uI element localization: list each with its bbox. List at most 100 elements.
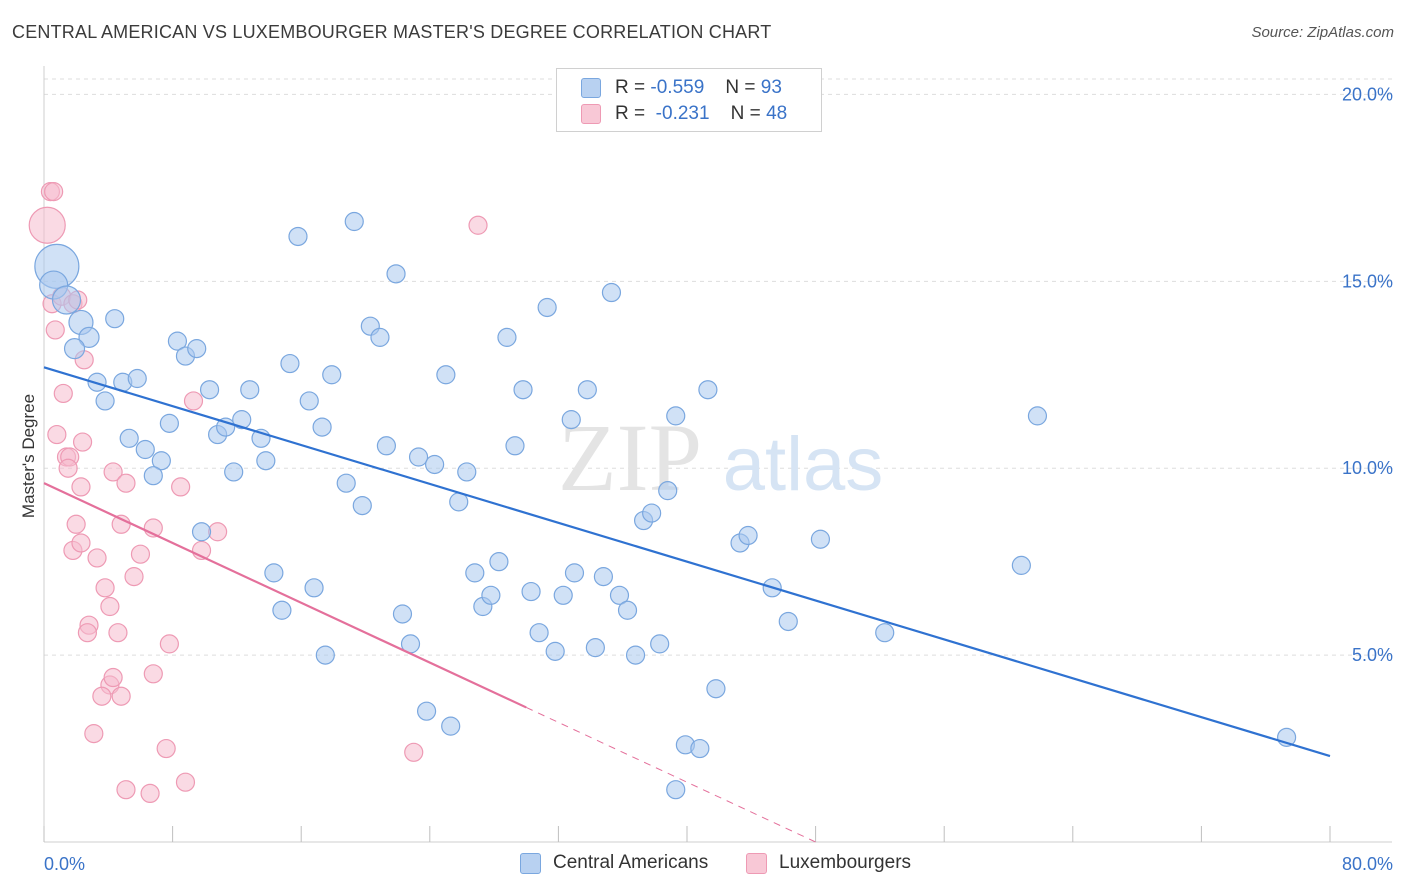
luxembourger-point-6[interactable] xyxy=(45,320,65,340)
central-american-point-10[interactable] xyxy=(95,391,115,411)
luxembourger-point-33[interactable] xyxy=(108,623,128,643)
central-american-point-35[interactable] xyxy=(322,365,342,385)
luxembourger-point-28[interactable] xyxy=(124,567,144,587)
central-american-point-55[interactable] xyxy=(505,436,525,456)
central-american-point-11[interactable] xyxy=(119,428,139,448)
central-american-point-30[interactable] xyxy=(280,353,300,374)
central-american-point-29[interactable] xyxy=(272,600,292,620)
central-american-point-59[interactable] xyxy=(537,297,557,318)
central-american-point-47[interactable] xyxy=(436,365,456,385)
luxembourger-point-18[interactable] xyxy=(183,391,204,411)
central-american-point-63[interactable] xyxy=(564,563,585,583)
central-american-point-68[interactable] xyxy=(609,585,630,605)
central-american-point-2[interactable] xyxy=(51,285,82,315)
central-american-point-54[interactable] xyxy=(497,327,517,347)
central-american-point-15[interactable] xyxy=(159,413,179,433)
central-american-point-28[interactable] xyxy=(264,563,284,583)
central-american-point-86[interactable] xyxy=(1011,555,1031,575)
central-american-point-4[interactable] xyxy=(78,326,100,348)
central-american-point-32[interactable] xyxy=(299,391,319,411)
central-american-point-91[interactable] xyxy=(416,701,437,721)
central-american-point-40[interactable] xyxy=(370,327,390,347)
luxembourger-point-2[interactable] xyxy=(44,182,64,202)
central-american-point-61[interactable] xyxy=(553,585,573,605)
central-american-point-36[interactable] xyxy=(336,473,356,493)
central-american-point-81[interactable] xyxy=(738,525,758,546)
luxembourger-point-45[interactable] xyxy=(404,742,424,762)
central-american-point-14[interactable] xyxy=(143,466,163,486)
luxembourger-point-41[interactable] xyxy=(156,738,176,759)
luxembourger-point-32[interactable] xyxy=(77,623,98,643)
luxembourger-point-42[interactable] xyxy=(116,780,136,800)
central-american-point-52[interactable] xyxy=(481,585,501,605)
luxembourger-point-30[interactable] xyxy=(100,596,120,617)
luxembourger-point-40[interactable] xyxy=(84,724,104,744)
central-american-point-34[interactable] xyxy=(304,578,324,598)
central-american-point-83[interactable] xyxy=(778,611,798,632)
central-american-point-22[interactable] xyxy=(224,462,244,482)
central-american-point-31[interactable] xyxy=(288,226,308,247)
central-american-point-78[interactable] xyxy=(698,380,718,400)
central-american-point-33[interactable] xyxy=(312,417,332,437)
central-american-point-74[interactable] xyxy=(658,481,678,501)
luxembourger-point-37[interactable] xyxy=(103,667,123,688)
central-american-point-75[interactable] xyxy=(666,406,686,426)
central-american-point-89[interactable] xyxy=(666,780,686,800)
luxembourger-point-10[interactable] xyxy=(72,432,93,452)
central-american-point-19[interactable] xyxy=(199,380,220,400)
luxembourger-point-24[interactable] xyxy=(71,533,91,553)
central-american-point-24[interactable] xyxy=(240,380,260,400)
central-american-point-65[interactable] xyxy=(585,638,605,658)
central-american-point-49[interactable] xyxy=(457,462,477,482)
central-american-point-79[interactable] xyxy=(706,679,726,699)
central-american-point-46[interactable] xyxy=(425,454,445,475)
luxembourger-point-35[interactable] xyxy=(143,664,163,684)
luxembourger-point-9[interactable] xyxy=(47,424,67,445)
central-american-point-58[interactable] xyxy=(529,623,549,643)
central-american-point-66[interactable] xyxy=(593,567,614,587)
luxembourger-point-38[interactable] xyxy=(92,686,112,706)
luxembourger-point-25[interactable] xyxy=(87,548,107,568)
luxembourger-point-16[interactable] xyxy=(71,477,91,497)
central-american-point-50[interactable] xyxy=(465,563,485,583)
central-american-point-77[interactable] xyxy=(690,738,710,759)
central-american-point-13[interactable] xyxy=(151,451,171,471)
central-american-point-73[interactable] xyxy=(650,634,670,654)
luxembourger-point-26[interactable] xyxy=(130,544,151,564)
central-american-point-37[interactable] xyxy=(344,211,364,232)
central-american-point-38[interactable] xyxy=(352,495,372,516)
luxembourger-point-8[interactable] xyxy=(53,383,73,404)
central-american-point-27[interactable] xyxy=(191,522,212,542)
luxembourger-point-19[interactable] xyxy=(66,514,86,534)
luxembourger-point-0[interactable] xyxy=(28,206,66,244)
central-american-point-9[interactable] xyxy=(127,368,147,389)
luxembourger-point-34[interactable] xyxy=(159,634,179,654)
central-american-point-85[interactable] xyxy=(875,623,895,643)
central-american-point-12[interactable] xyxy=(135,439,155,460)
luxembourger-point-15[interactable] xyxy=(116,473,136,493)
luxembourger-point-17[interactable] xyxy=(171,477,191,497)
central-american-point-6[interactable] xyxy=(105,309,125,329)
central-american-point-53[interactable] xyxy=(489,552,509,572)
central-american-point-64[interactable] xyxy=(577,380,597,400)
central-american-point-67[interactable] xyxy=(601,282,622,303)
central-american-point-16[interactable] xyxy=(167,331,188,351)
central-american-point-72[interactable] xyxy=(642,503,662,523)
central-american-point-84[interactable] xyxy=(810,529,831,549)
central-american-point-26[interactable] xyxy=(256,451,276,471)
central-american-point-5[interactable] xyxy=(63,338,86,360)
central-american-point-90[interactable] xyxy=(315,645,335,665)
central-american-point-56[interactable] xyxy=(513,380,533,400)
central-american-point-60[interactable] xyxy=(545,641,565,661)
central-american-point-42[interactable] xyxy=(386,264,406,284)
central-american-point-70[interactable] xyxy=(625,645,646,665)
central-american-point-92[interactable] xyxy=(441,716,461,736)
luxembourger-point-46[interactable] xyxy=(468,215,488,235)
central-american-point-23[interactable] xyxy=(232,410,252,430)
luxembourger-point-29[interactable] xyxy=(95,578,115,598)
central-american-point-18[interactable] xyxy=(187,339,207,359)
luxembourger-point-14[interactable] xyxy=(103,462,123,482)
luxembourger-point-39[interactable] xyxy=(111,686,131,706)
central-american-point-69[interactable] xyxy=(617,600,638,620)
luxembourger-point-43[interactable] xyxy=(140,783,160,804)
